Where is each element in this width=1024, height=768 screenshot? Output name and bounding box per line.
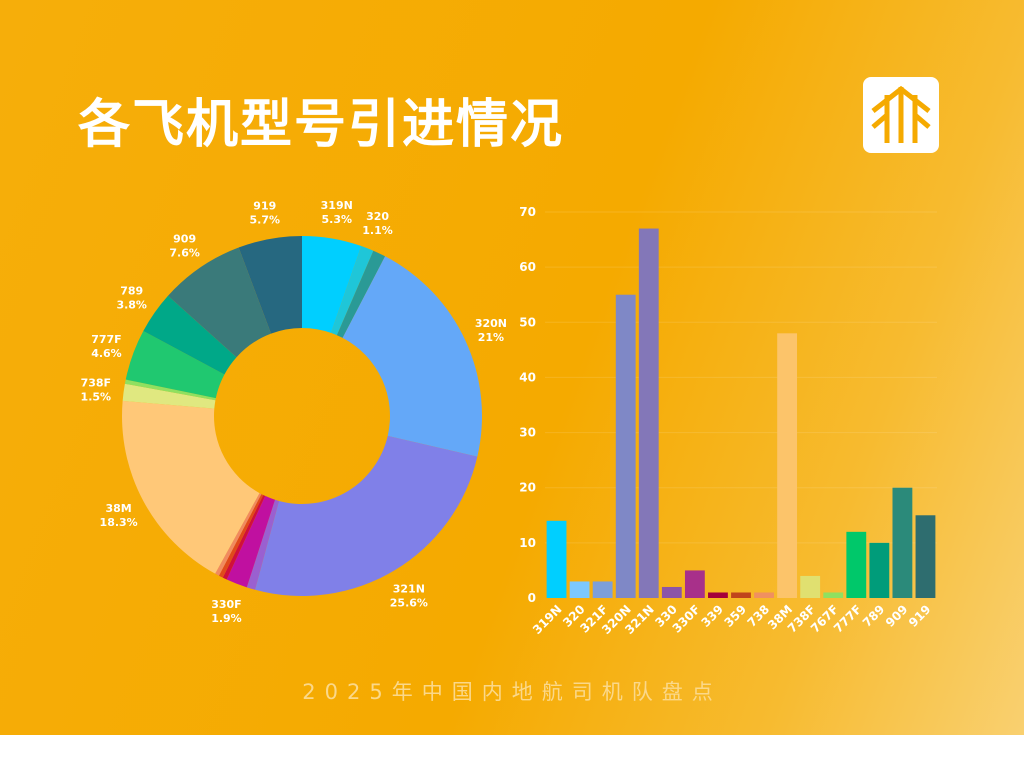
pie-label-percent: 4.6% <box>91 347 122 360</box>
y-tick-label: 50 <box>519 315 536 329</box>
footer-caption: 2025年中国内地航司机队盘点 <box>302 680 722 704</box>
pie-label: 777F 4.6% <box>91 333 122 360</box>
bar-38M <box>777 333 798 598</box>
y-tick-label: 40 <box>519 370 536 384</box>
pie-label: 789 3.8% <box>116 285 147 312</box>
pie-slice-330 <box>246 499 280 590</box>
pie-slice-767F <box>124 379 216 401</box>
pie-label-percent: 1.9% <box>211 612 242 625</box>
pie-label: 321N 25.6% <box>390 582 428 609</box>
pie-slice-789 <box>143 295 237 375</box>
pie-label-category: 909 <box>173 232 196 245</box>
bar-320N <box>615 294 636 598</box>
airline-logo <box>863 77 939 153</box>
bar-321N <box>638 228 659 599</box>
pie-label: 330F 1.9% <box>211 598 242 625</box>
x-tick-label: 339 <box>698 602 726 630</box>
pie-label-percent: 1.5% <box>81 391 112 404</box>
pie-slice-321N <box>255 435 478 596</box>
bar-777F <box>846 531 867 598</box>
pie-label: 320N 21% <box>475 317 507 344</box>
pie-label: 38M 18.3% <box>100 502 138 529</box>
pie-label-category: 38M <box>106 502 132 515</box>
pie-slice-320N <box>342 256 483 457</box>
pie-slice-319N <box>302 236 362 333</box>
pie-label-percent: 5.7% <box>250 213 281 226</box>
y-tick-label: 30 <box>519 426 536 440</box>
pie-slice-339 <box>222 495 266 580</box>
pie-label-percent: 3.8% <box>116 299 147 312</box>
bar-320 <box>569 581 590 598</box>
bar-330 <box>661 586 682 598</box>
pie-slice-330F <box>226 495 276 588</box>
x-tick-label: 359 <box>721 602 749 630</box>
y-tick-label: 20 <box>519 481 536 495</box>
pie-label: 320 1.1% <box>362 210 393 237</box>
pie-label: 738F 1.5% <box>81 377 112 404</box>
bar-738F <box>800 575 821 598</box>
pie-label-category: 319N <box>321 199 353 212</box>
pie-label-percent: 21% <box>478 331 504 344</box>
y-tick-label: 10 <box>519 536 536 550</box>
y-tick-label: 70 <box>519 205 536 219</box>
bar-359 <box>731 592 751 598</box>
bar-339 <box>708 592 728 598</box>
bar-330F <box>684 570 705 598</box>
pie-slice-919 <box>238 236 302 334</box>
pie-label-category: 738F <box>81 377 111 390</box>
x-tick-label: 919 <box>906 602 934 630</box>
pie-label-category: 789 <box>120 285 143 298</box>
pie-label: 919 5.7% <box>250 199 281 226</box>
pie-slice-777F <box>125 331 225 399</box>
pie-slice-38M <box>121 400 260 574</box>
pie-label-percent: 25.6% <box>390 596 428 609</box>
pie-slice-359 <box>218 494 264 578</box>
bar-319N <box>546 520 567 598</box>
pie-label-percent: 18.3% <box>100 516 138 529</box>
pie-label-category: 919 <box>253 199 276 212</box>
pie-label-category: 777F <box>91 333 121 346</box>
pie-slice-321F <box>336 250 386 338</box>
pie-slice-909 <box>168 247 272 358</box>
pie-label-percent: 1.1% <box>362 224 393 237</box>
bar-909 <box>892 487 913 598</box>
bar-767F <box>823 592 844 598</box>
pie-label-percent: 5.3% <box>321 213 352 226</box>
pie-label-category: 320N <box>475 317 507 330</box>
pie-label: 909 7.6% <box>169 232 200 259</box>
y-tick-label: 0 <box>528 591 536 605</box>
pie-label-category: 320 <box>366 210 389 223</box>
pie-label: 319N 5.3% <box>321 199 353 226</box>
pie-slice-738 <box>215 493 262 576</box>
x-tick-label: 909 <box>883 602 911 630</box>
pie-label-category: 321N <box>393 582 425 595</box>
bar-789 <box>869 542 890 598</box>
page-title: 各飞机型号引进情况 <box>78 95 565 155</box>
charts: 319N 5.3% 320 1.1%320N 21%321N 25.6%330F 1.9%3… <box>81 199 936 630</box>
pie-label-percent: 7.6% <box>169 246 200 259</box>
pie-slice-738F <box>122 383 216 409</box>
bar-321F <box>592 581 613 598</box>
x-tick-label: 789 <box>860 602 888 630</box>
bar-919 <box>915 515 936 598</box>
pie-slice-320 <box>330 246 374 336</box>
y-tick-label: 60 <box>519 260 536 274</box>
bar-738 <box>754 592 774 598</box>
pie-label-category: 330F <box>211 598 241 611</box>
